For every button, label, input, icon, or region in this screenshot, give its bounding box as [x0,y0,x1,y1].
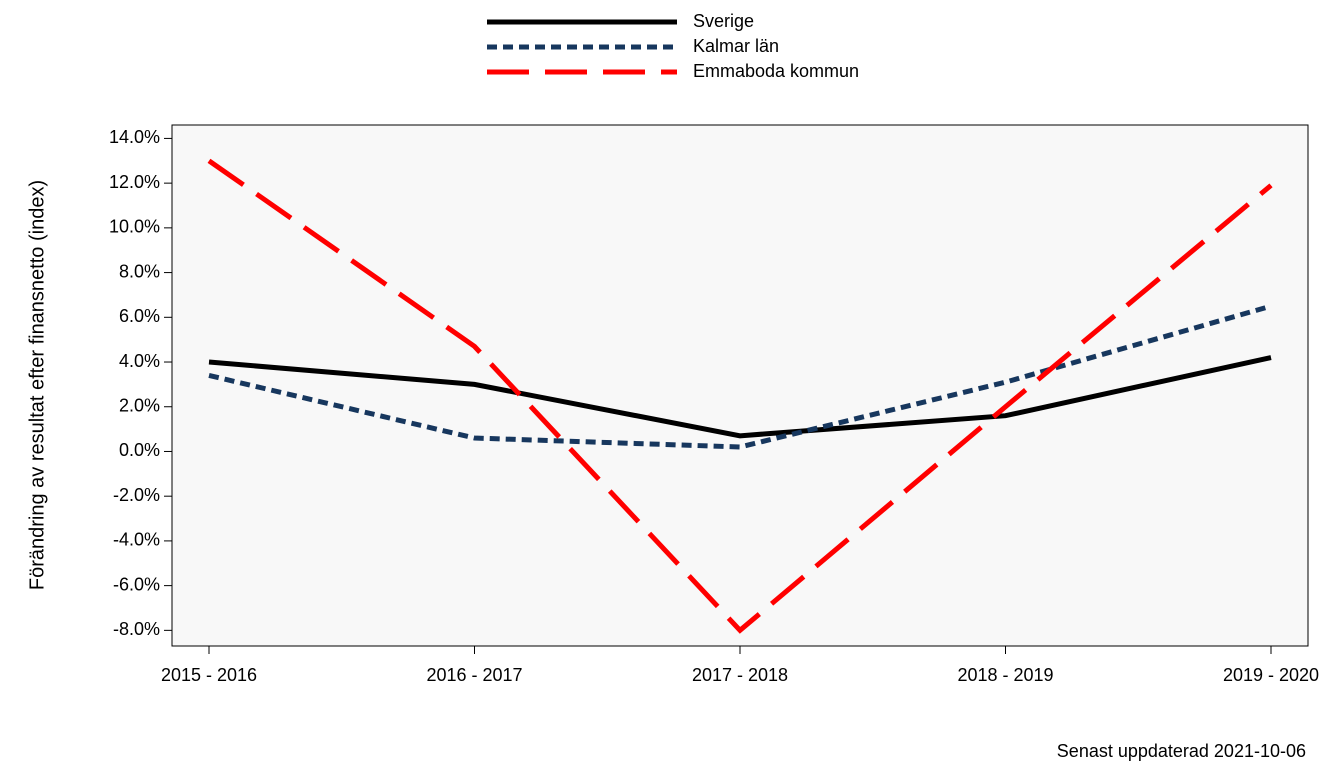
y-tick-label: 10.0% [109,217,160,237]
x-tick-label: 2016 - 2017 [426,665,522,685]
line-series [208,355,1272,439]
x-tick-label: 2019 - 2020 [1223,665,1319,685]
footnote: Senast uppdaterad 2021-10-06 [1057,741,1306,761]
y-tick-label: -8.0% [113,619,160,639]
y-tick-label: 12.0% [109,172,160,192]
x-tick-label: 2015 - 2016 [161,665,257,685]
y-tick-label: 0.0% [119,440,160,460]
y-tick-label: -6.0% [113,574,160,594]
legend-label: Emmaboda kommun [693,61,859,81]
legend-label: Kalmar län [693,36,779,56]
y-tick-label: -2.0% [113,485,160,505]
y-tick-label: 14.0% [109,127,160,147]
line-series [208,303,1272,450]
legend-label: Sverige [693,11,754,31]
plot-area [171,124,1309,647]
y-tick-label: -4.0% [113,530,160,550]
x-tick-label: 2018 - 2019 [957,665,1053,685]
y-tick-label: 6.0% [119,306,160,326]
x-tick-label: 2017 - 2018 [692,665,788,685]
y-tick-label: 2.0% [119,395,160,415]
line-series [207,158,1273,634]
y-tick-label: 4.0% [119,351,160,371]
y-axis-label: Förändring av resultat efter finansnetto… [26,180,48,590]
y-tick-label: 8.0% [119,261,160,281]
